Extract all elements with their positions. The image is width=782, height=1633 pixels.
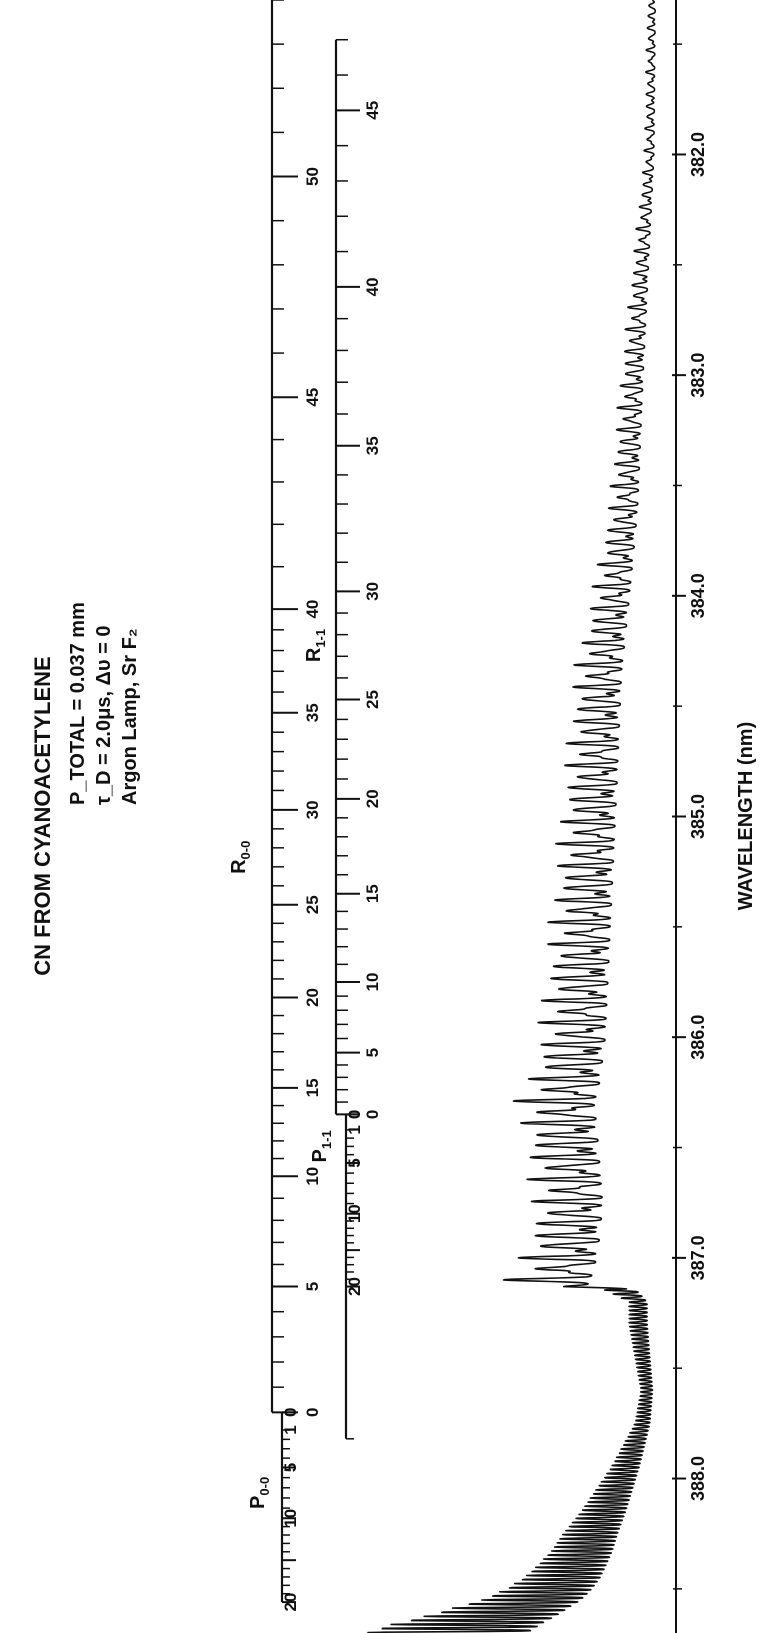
scale-number: 50 [303,167,322,186]
branch-label: P0-0 [247,1477,272,1509]
scale-r1-1: 0 5 10 15 20 25 30 35 40 45 R1-1 [303,38,382,1119]
branch-scales: 2010510P0-005101520253035404550R0-020105… [228,0,382,1612]
condition-delay: τ_D = 2.0μs, Δυ = 0 [93,626,115,806]
scale-number: 25 [363,690,382,709]
branch-label-sub: 0-0 [238,841,253,860]
x-tick-label: 382.0 [688,132,708,177]
scale-number: 20 [363,789,382,808]
scale-number: 45 [363,101,382,120]
scale-number: 30 [363,582,382,601]
scale-number: 5 [303,1282,322,1291]
x-tick-label: 388.0 [688,1456,708,1501]
spectrum-trace [367,0,656,1633]
scale-number: 1 [281,1425,300,1434]
scale-number: 0 [363,1110,382,1119]
scale-number: 10 [345,1204,364,1223]
scale-number: 20 [303,988,322,1007]
condition-lamp: Argon Lamp, Sr F₂ [119,628,141,805]
branch-label-sub: 1-1 [313,629,328,648]
scale-number: 10 [363,973,382,992]
wavelength-axis: 388.0 387.0 386.0 385.0 384.0 383.0 382.0 [672,0,708,1633]
scale-number: 15 [363,884,382,903]
scale-number: 10 [303,1167,322,1186]
scale-number: 35 [363,436,382,455]
plot-area [367,0,656,1633]
x-tick-label: 386.0 [688,1015,708,1060]
branch-label-main: R [228,859,250,874]
branch-label: P1-1 [309,1130,334,1162]
scale-number: 15 [303,1078,322,1097]
x-tick-label: 387.0 [688,1235,708,1280]
scale-number: 20 [345,1277,364,1296]
scale-number: 35 [303,703,322,722]
x-tick-label: 384.0 [688,573,708,618]
branch-label-main: R [303,647,325,662]
scale-number: 45 [303,388,322,407]
x-axis-label: WAVELENGTH (nm) [735,722,757,911]
scale-number: 10 [281,1509,300,1528]
scale-number: 40 [303,600,322,619]
branch-label-main: P [309,1149,331,1162]
x-tick-label: 385.0 [688,794,708,839]
scale-number: 25 [303,895,322,914]
scale-number: 30 [303,800,322,819]
branch-label: R1-1 [303,629,328,662]
scale-number: 1 [345,1125,364,1134]
scale-number: 5 [345,1158,364,1167]
branch-label-sub: 0-0 [257,1477,272,1496]
scale-number: 0 [303,1408,322,1417]
chart-title: CN FROM CYANOACETYLENE [30,656,55,975]
scale-number: 5 [281,1463,300,1472]
title-block: CN FROM CYANOACETYLENE P_TOTAL = 0.037 m… [30,602,141,976]
scale-number: 5 [363,1048,382,1057]
branch-label-main: P [247,1496,269,1509]
condition-pressure: P_TOTAL = 0.037 mm [67,602,89,805]
branch-label-sub: 1-1 [319,1130,334,1149]
x-tick-label: 383.0 [688,353,708,398]
scale-number: 20 [281,1593,300,1612]
scale-number: 40 [363,277,382,296]
branch-label: R0-0 [228,841,253,874]
